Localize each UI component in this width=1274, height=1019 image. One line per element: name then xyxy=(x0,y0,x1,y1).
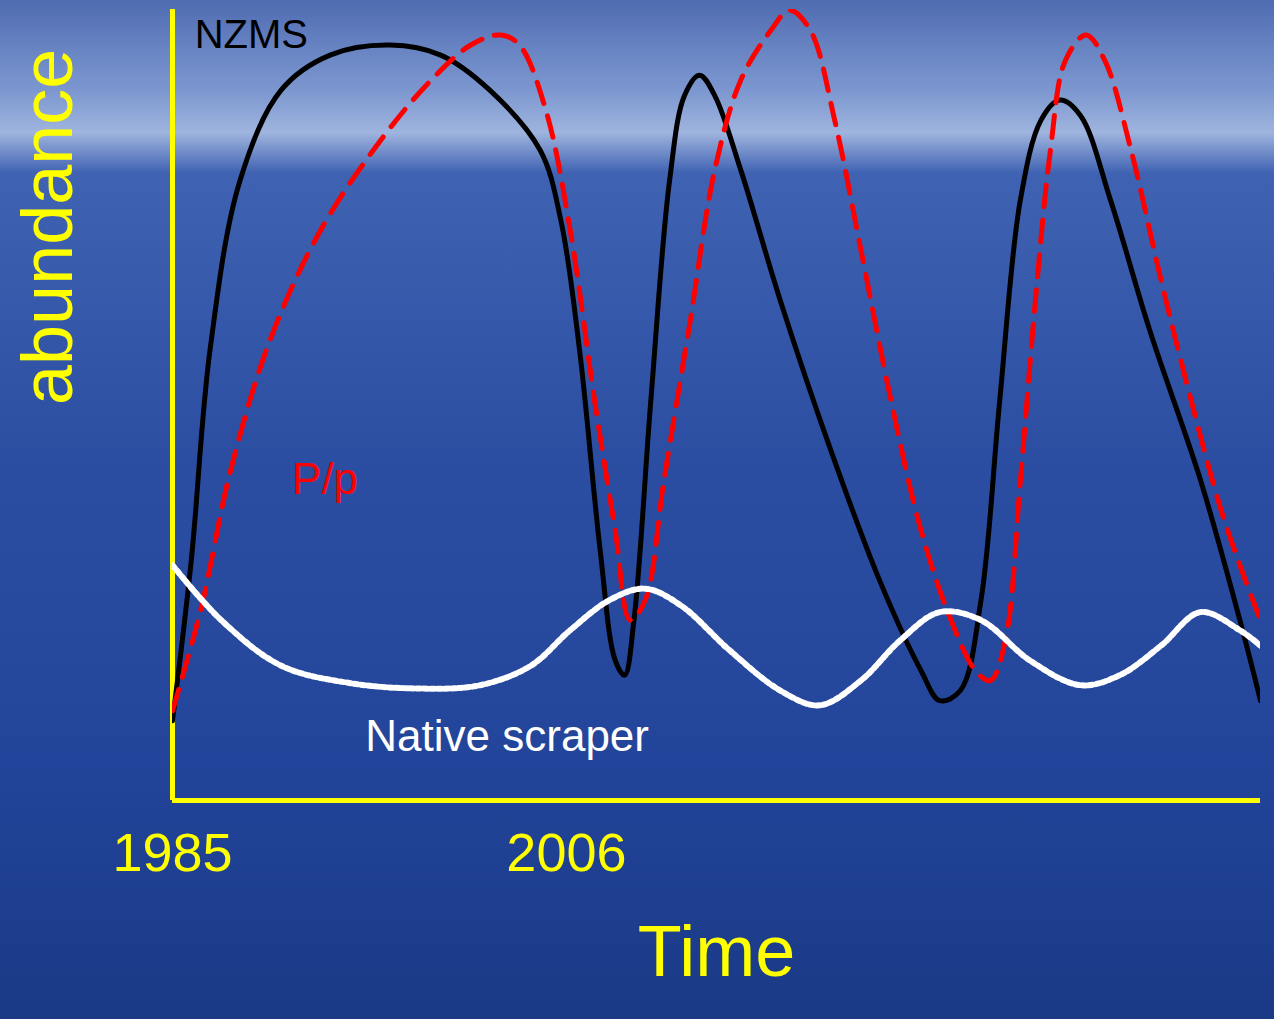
svg-text:abundance: abundance xyxy=(7,49,87,405)
svg-text:1985: 1985 xyxy=(112,822,232,882)
svg-text:Native scraper: Native scraper xyxy=(365,711,649,760)
svg-text:2006: 2006 xyxy=(506,822,626,882)
svg-text:Time: Time xyxy=(638,911,795,991)
svg-text:NZMS: NZMS xyxy=(195,12,308,56)
svg-text:P/p: P/p xyxy=(292,454,358,503)
